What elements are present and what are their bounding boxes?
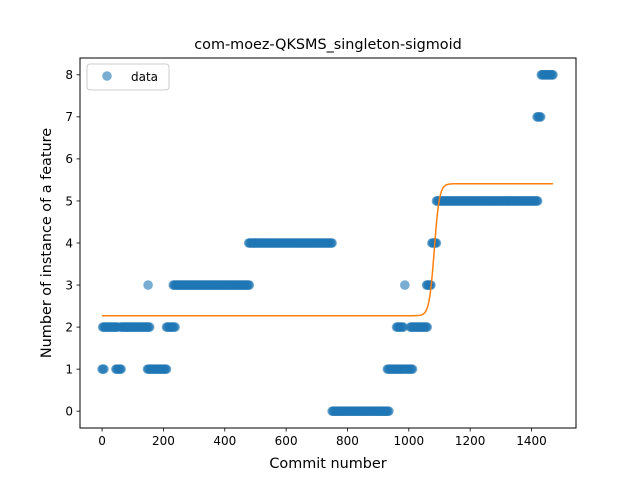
sigmoid-fit-line — [102, 182, 553, 317]
x-axis-label: Commit number — [269, 456, 386, 472]
legend-box — [86, 63, 170, 91]
x-tick-label: 1400 — [516, 434, 547, 448]
legend: data — [86, 63, 170, 91]
y-axis-label: Number of instance of a feature — [39, 128, 55, 358]
data-point — [244, 280, 255, 290]
x-tick-label: 800 — [336, 434, 359, 448]
x-tick-label: 1200 — [455, 434, 486, 448]
y-tick-label: 3 — [65, 278, 73, 292]
y-tick-label: 5 — [65, 194, 73, 208]
data-point — [407, 364, 418, 374]
data-point — [532, 196, 543, 206]
x-tick-label: 600 — [275, 434, 298, 448]
y-tick-label: 2 — [65, 320, 73, 334]
y-tick-label: 1 — [65, 362, 73, 376]
legend-marker-data — [102, 71, 112, 81]
y-tick-label: 7 — [65, 110, 73, 124]
y-tick-label: 6 — [65, 152, 73, 166]
x-tick-label: 200 — [152, 434, 175, 448]
y-tick-label: 4 — [65, 236, 73, 250]
y-tick-label: 0 — [65, 404, 73, 418]
axis-ticks: 0 200 400 600 800 1000 1200 1400 0 1 2 3 4 5 6 7 8 — [65, 68, 546, 448]
data-point — [422, 322, 433, 332]
data-point — [327, 238, 337, 248]
data-point — [116, 364, 126, 374]
chart-title: com-moez-QKSMS_singleton-sigmoid — [194, 37, 461, 53]
data-point — [99, 364, 109, 374]
data-point — [170, 322, 180, 332]
x-tick-label: 0 — [98, 434, 106, 448]
y-tick-label: 8 — [65, 68, 73, 82]
data-point — [535, 112, 546, 122]
data-point — [384, 406, 394, 416]
x-tick-label: 1000 — [394, 434, 425, 448]
plot-marks — [97, 70, 558, 416]
data-point — [161, 364, 172, 374]
data-point — [143, 280, 153, 290]
data-point — [431, 238, 442, 248]
data-point — [548, 70, 558, 80]
data-point — [400, 280, 410, 290]
x-tick-label: 400 — [213, 434, 236, 448]
data-point — [144, 322, 155, 332]
data-point — [398, 322, 409, 332]
legend-label-data: data — [131, 70, 158, 84]
